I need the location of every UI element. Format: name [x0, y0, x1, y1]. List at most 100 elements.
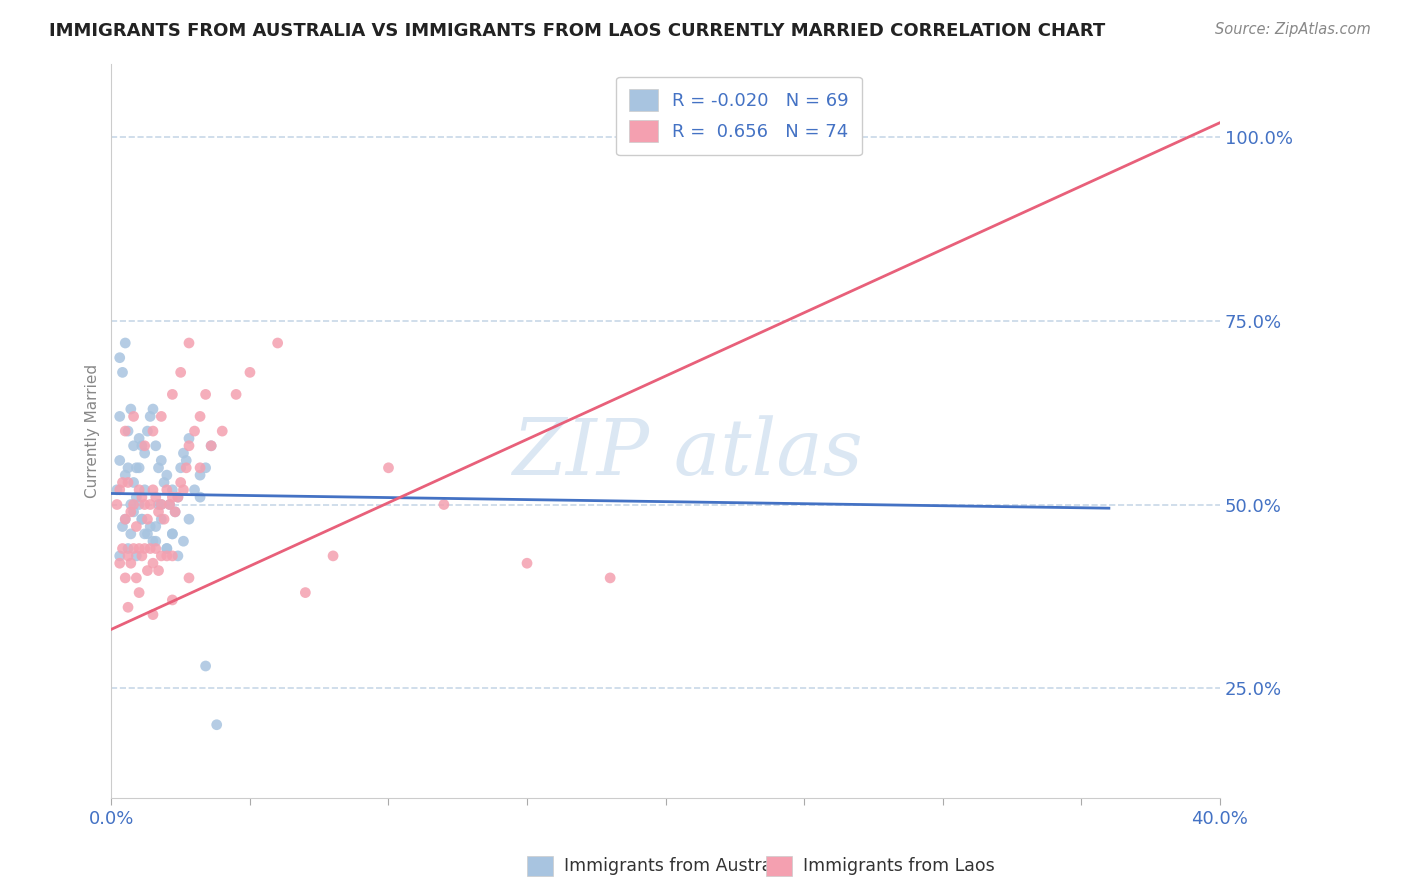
Point [117, 549, 139, 563]
Point [142, 424, 165, 438]
Point [159, 498, 181, 512]
Point [128, 460, 150, 475]
Point [120, 402, 142, 417]
Point [114, 468, 136, 483]
Point [111, 475, 134, 490]
Point [156, 483, 179, 497]
Point [117, 460, 139, 475]
Point [145, 439, 167, 453]
Point [177, 571, 200, 585]
Point [111, 541, 134, 556]
Point [188, 468, 211, 483]
Point [142, 402, 165, 417]
Point [225, 387, 247, 401]
Point [183, 424, 205, 438]
Legend: R = -0.020   N = 69, R =  0.656   N = 74: R = -0.020 N = 69, R = 0.656 N = 74 [616, 77, 862, 155]
Y-axis label: Currently Married: Currently Married [86, 364, 100, 498]
Point [188, 409, 211, 424]
Point [114, 336, 136, 351]
Point [162, 483, 184, 497]
Point [165, 505, 187, 519]
Point [153, 475, 176, 490]
Point [177, 432, 200, 446]
Point [205, 717, 228, 731]
Point [177, 512, 200, 526]
Point [170, 475, 193, 490]
Point [177, 439, 200, 453]
Point [148, 564, 170, 578]
Point [128, 483, 150, 497]
Point [294, 585, 316, 599]
Point [266, 336, 288, 351]
Point [131, 512, 153, 526]
Point [156, 541, 179, 556]
Point [108, 483, 131, 497]
Point [194, 460, 217, 475]
Point [170, 365, 193, 379]
Point [148, 460, 170, 475]
Point [122, 505, 145, 519]
Point [111, 519, 134, 533]
Point [162, 527, 184, 541]
Point [188, 460, 211, 475]
Point [108, 409, 131, 424]
Point [120, 556, 142, 570]
Point [162, 549, 184, 563]
Point [156, 468, 179, 483]
Point [108, 549, 131, 563]
Point [114, 512, 136, 526]
Point [194, 659, 217, 673]
Point [134, 439, 156, 453]
Text: Source: ZipAtlas.com: Source: ZipAtlas.com [1215, 22, 1371, 37]
Point [174, 453, 197, 467]
Point [172, 446, 194, 460]
Point [153, 512, 176, 526]
Point [200, 439, 222, 453]
Point [654, 130, 676, 145]
Point [167, 490, 190, 504]
Point [120, 527, 142, 541]
Point [108, 351, 131, 365]
Point [134, 498, 156, 512]
Point [159, 498, 181, 512]
Point [136, 512, 159, 526]
Point [136, 564, 159, 578]
Text: IMMIGRANTS FROM AUSTRALIA VS IMMIGRANTS FROM LAOS CURRENTLY MARRIED CORRELATION : IMMIGRANTS FROM AUSTRALIA VS IMMIGRANTS … [49, 22, 1105, 40]
Point [125, 519, 148, 533]
Point [142, 534, 165, 549]
Point [170, 460, 193, 475]
Point [145, 490, 167, 504]
Point [239, 365, 262, 379]
Point [145, 541, 167, 556]
Point [131, 549, 153, 563]
Point [125, 460, 148, 475]
Point [167, 549, 190, 563]
Point [150, 549, 173, 563]
Point [128, 541, 150, 556]
Point [194, 387, 217, 401]
Point [156, 541, 179, 556]
Point [125, 549, 148, 563]
Point [167, 490, 190, 504]
Point [150, 498, 173, 512]
Point [131, 439, 153, 453]
Point [128, 432, 150, 446]
Point [131, 512, 153, 526]
Point [150, 512, 173, 526]
Point [114, 512, 136, 526]
Point [111, 365, 134, 379]
Point [120, 505, 142, 519]
Point [142, 483, 165, 497]
Point [150, 498, 173, 512]
Point [211, 424, 233, 438]
Point [122, 409, 145, 424]
Point [377, 460, 399, 475]
Point [128, 585, 150, 599]
Point [150, 409, 173, 424]
Point [136, 424, 159, 438]
Text: ZIP atlas: ZIP atlas [512, 415, 863, 491]
Point [183, 483, 205, 497]
Point [162, 490, 184, 504]
Point [122, 498, 145, 512]
Point [105, 483, 128, 497]
